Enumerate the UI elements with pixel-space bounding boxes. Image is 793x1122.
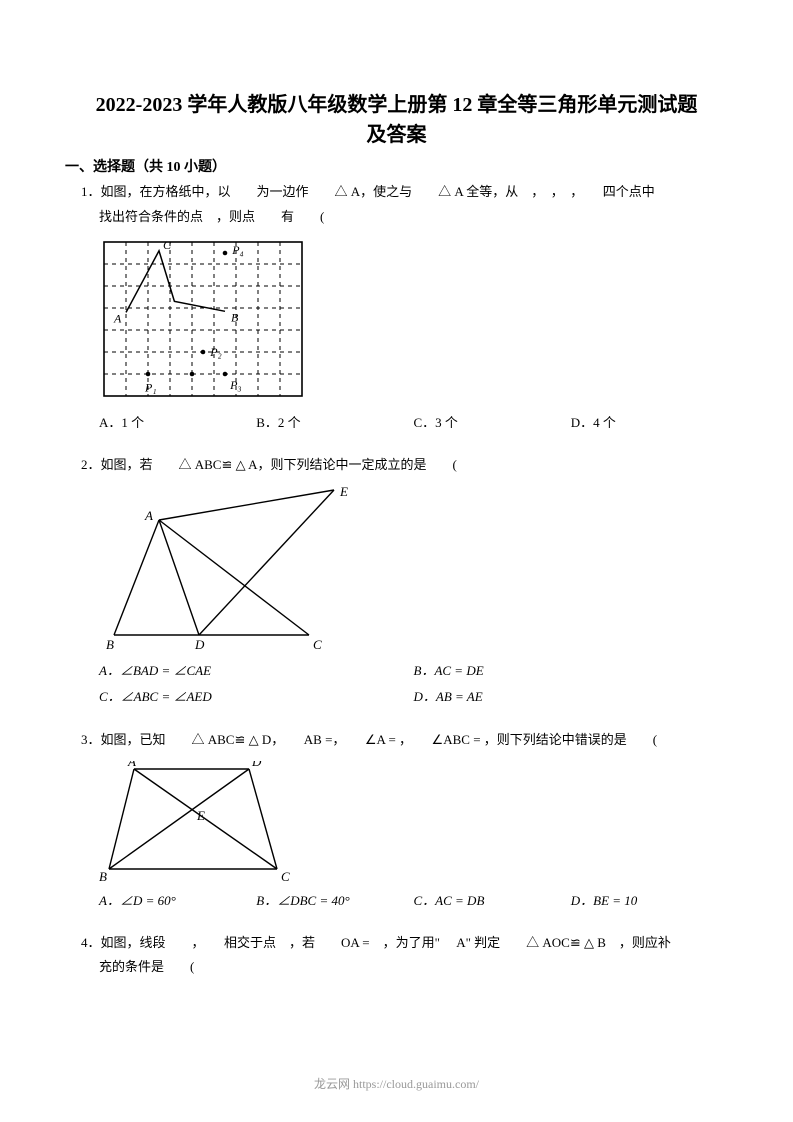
title-line1: 2022-2023 学年人教版八年级数学上册第 12 章全等三角形单元测试题 xyxy=(65,90,728,120)
svg-text:C: C xyxy=(281,869,290,881)
svg-text:E: E xyxy=(339,485,348,499)
q3-figure: A D E B C xyxy=(99,761,728,881)
q1-text-line2: 找出符合条件的点 ，则点 有 ( xyxy=(81,209,324,224)
q2-options: A．∠BAD = ∠CAE B．AC = DE C．∠ABC = ∠AED D．… xyxy=(81,658,728,710)
svg-text:P₂: P₂ xyxy=(209,345,222,359)
svg-text:D: D xyxy=(251,761,262,769)
svg-text:A: A xyxy=(144,508,153,523)
q1-optD: D．4 个 xyxy=(571,411,728,434)
q3-optA: A．∠D = 60° xyxy=(99,889,256,912)
section-header: 一、选择题（共 10 小题） xyxy=(65,156,728,176)
svg-text:B: B xyxy=(99,869,107,881)
q1-optC: C．3 个 xyxy=(414,411,571,434)
svg-text:C: C xyxy=(313,637,322,650)
svg-text:C: C xyxy=(163,238,172,252)
q3-text: 3．如图，已知 △ ABC≌ △ D， AB =， ∠A = ， ∠ABC = … xyxy=(81,732,657,747)
q2-optC: C．∠ABC = ∠AED xyxy=(99,684,414,710)
title-line2: 及答案 xyxy=(65,120,728,150)
svg-text:E: E xyxy=(196,808,205,823)
svg-text:D: D xyxy=(194,637,205,650)
svg-text:P₁: P₁ xyxy=(144,381,157,395)
q2-figure: A E B D C xyxy=(99,485,728,650)
q3-options: A．∠D = 60° B．∠DBC = 40° C．AC = DB D．BE =… xyxy=(81,889,728,912)
svg-text:A: A xyxy=(113,312,122,326)
q3-optD: D．BE = 10 xyxy=(571,889,728,912)
q1-optA: A．1 个 xyxy=(99,411,256,434)
question-3: 3．如图，已知 △ ABC≌ △ D， AB =， ∠A = ， ∠ABC = … xyxy=(65,728,728,912)
question-1: 1．如图，在方格纸中，以 为一边作 △ A，使之与 △ A 全等，从 ， ， ，… xyxy=(65,180,728,435)
q2-optA: A．∠BAD = ∠CAE xyxy=(99,658,414,684)
svg-text:B: B xyxy=(231,311,239,325)
q3-optB: B．∠DBC = 40° xyxy=(256,889,413,912)
q2-text: 2．如图，若 △ ABC≌ △ A，则下列结论中一定成立的是 ( xyxy=(81,457,457,472)
svg-text:P₄: P₄ xyxy=(231,243,244,257)
svg-text:A: A xyxy=(127,761,136,769)
q4-text-line2: 充的条件是 ( xyxy=(81,959,194,974)
q2-optD: D．AB = AE xyxy=(414,684,729,710)
q4-text-line1: 4．如图，线段 ， 相交于点 ，若 OA = ，为了用" A" 判定 △ AOC… xyxy=(81,935,671,950)
question-2: 2．如图，若 △ ABC≌ △ A，则下列结论中一定成立的是 ( A E B D C A… xyxy=(65,453,728,711)
svg-text:P₃: P₃ xyxy=(229,378,242,392)
svg-text:B: B xyxy=(106,637,114,650)
q1-optB: B．2 个 xyxy=(256,411,413,434)
q1-options: A．1 个 B．2 个 C．3 个 D．4 个 xyxy=(81,411,728,434)
q2-optB: B．AC = DE xyxy=(414,658,729,684)
q3-optC: C．AC = DB xyxy=(414,889,571,912)
question-4: 4．如图，线段 ， 相交于点 ，若 OA = ，为了用" A" 判定 △ AOC… xyxy=(65,931,728,980)
q1-figure: C P₄ A B P₂ P₁ P₃ xyxy=(99,237,728,403)
page-footer: 龙云网 https://cloud.guaimu.com/ xyxy=(0,1075,793,1092)
q1-text-line1: 1．如图，在方格纸中，以 为一边作 △ A，使之与 △ A 全等，从 ， ， ，… xyxy=(81,184,655,199)
